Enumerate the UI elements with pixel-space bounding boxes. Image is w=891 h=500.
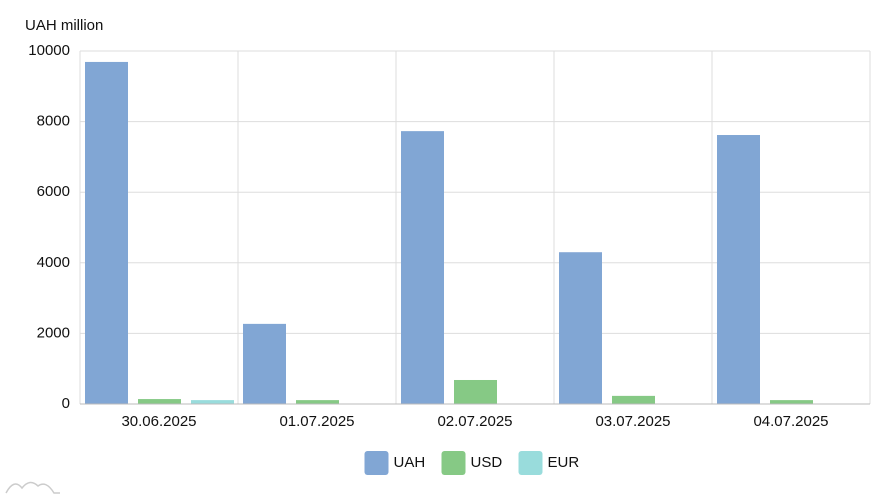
bar (138, 399, 181, 404)
y-tick-label: 10000 (28, 42, 70, 59)
bar (191, 400, 234, 404)
y-tick-label: 2000 (37, 324, 70, 341)
x-tick-label: 01.07.2025 (279, 413, 354, 430)
legend-label: EUR (548, 454, 580, 471)
logo (5, 481, 60, 494)
y-tick-label: 6000 (37, 183, 70, 200)
y-tick-label: 8000 (37, 113, 70, 130)
bar (770, 400, 813, 404)
bar (717, 135, 760, 404)
bar (401, 131, 444, 405)
legend-label: UAH (394, 454, 426, 471)
bar (454, 379, 497, 404)
x-tick-label: 04.07.2025 (753, 413, 828, 430)
legend-label: USD (471, 454, 503, 471)
x-tick-label: 03.07.2025 (595, 413, 670, 430)
bar (559, 252, 602, 404)
bar (85, 61, 128, 405)
bar (612, 395, 655, 404)
y-tick-label: 4000 (37, 254, 70, 271)
legend-swatch (518, 451, 543, 475)
y-tick-label: 0 (62, 395, 70, 412)
bar (243, 323, 286, 404)
bar (296, 400, 339, 404)
y-axis-label: UAH million (25, 17, 103, 34)
legend-swatch (441, 451, 466, 475)
x-tick-label: 30.06.2025 (121, 413, 196, 430)
legend-swatch (364, 451, 389, 475)
x-tick-label: 02.07.2025 (437, 413, 512, 430)
